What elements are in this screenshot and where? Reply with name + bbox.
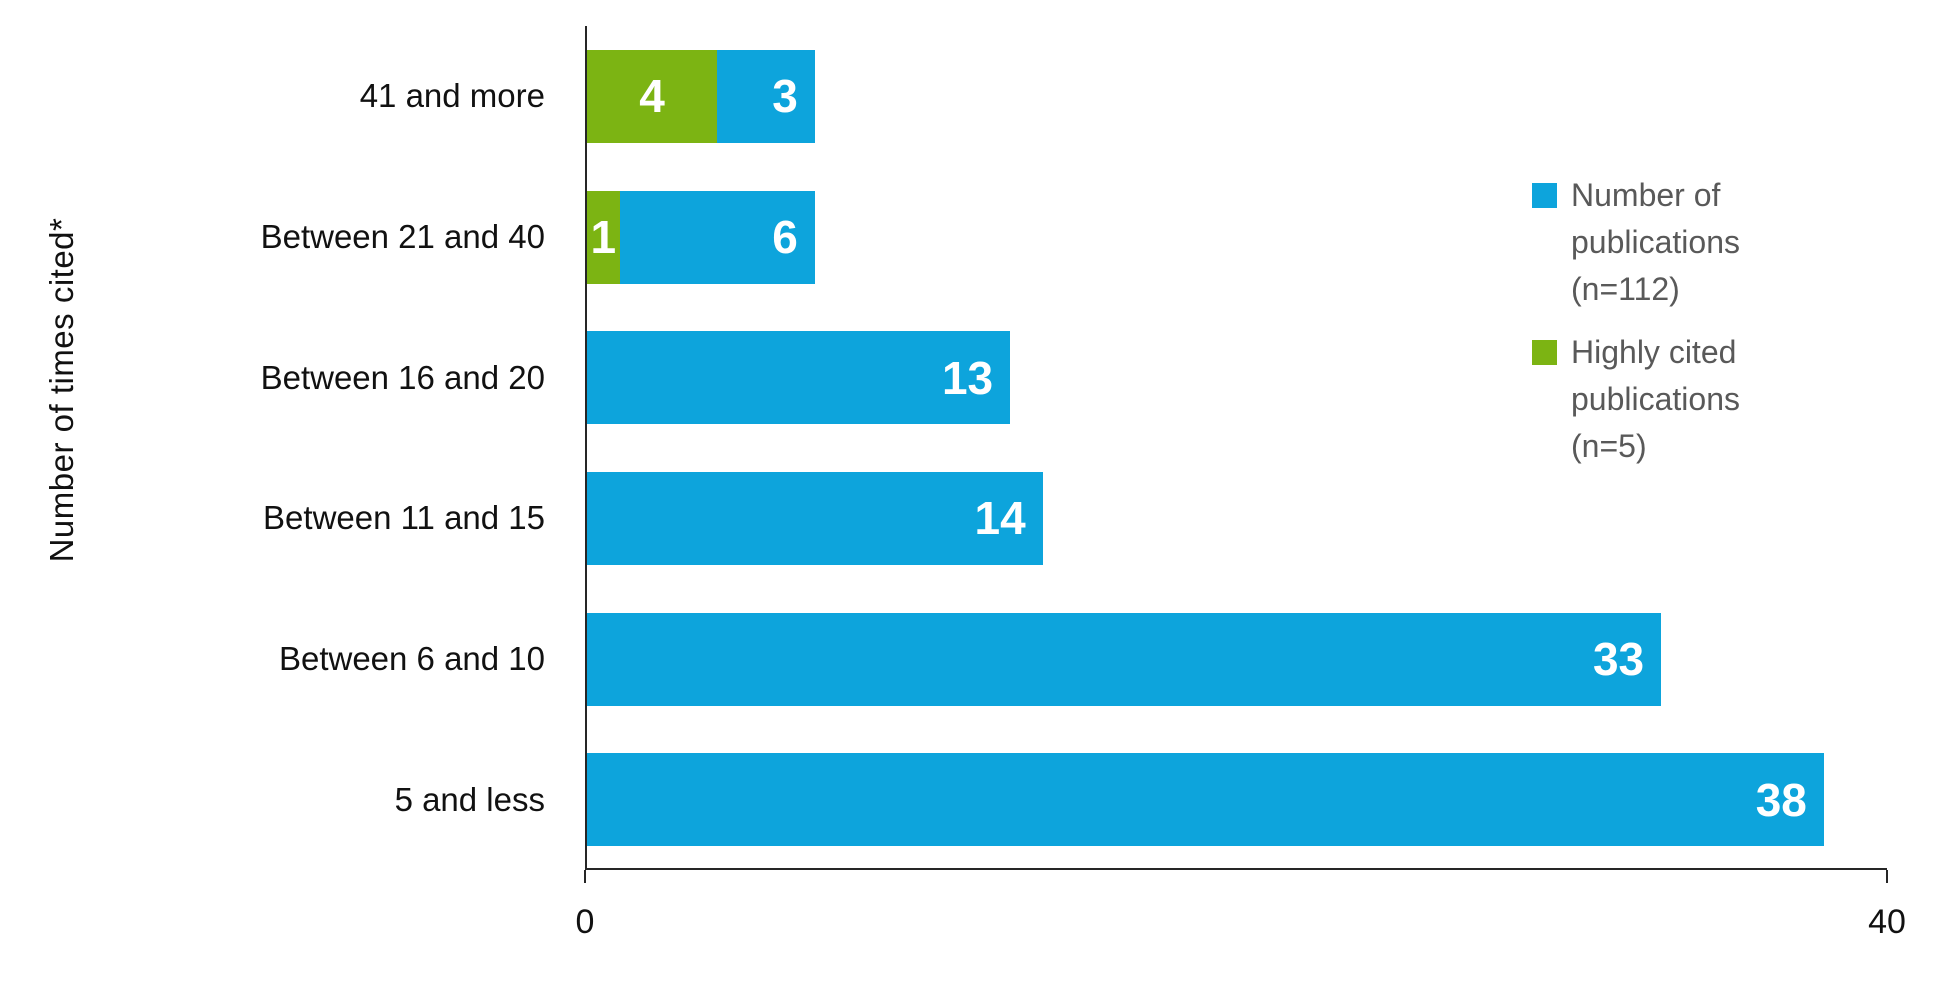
bar-value-label: 1 bbox=[590, 211, 617, 263]
category-label: Between 16 and 20 bbox=[260, 358, 545, 396]
bar-segment: 13 bbox=[587, 331, 1011, 425]
legend-swatch bbox=[1532, 183, 1557, 208]
category-label: 5 and less bbox=[394, 780, 545, 818]
bar-row: 33 bbox=[587, 612, 1662, 706]
category-label: Between 6 and 10 bbox=[278, 640, 545, 677]
bar-segment: 14 bbox=[587, 471, 1043, 565]
bar-value-label: 14 bbox=[974, 492, 1026, 545]
bar-value-label: 3 bbox=[772, 70, 798, 123]
category-label: 41 and more bbox=[359, 77, 545, 115]
x-axis-tick bbox=[584, 870, 586, 883]
legend: Number of publications (n=112) Highly cit… bbox=[1532, 172, 1812, 486]
bar-segment: 38 bbox=[587, 753, 1824, 847]
legend-entry: Highly cited publications (n=5) bbox=[1532, 329, 1812, 470]
bar-row: 14 bbox=[587, 471, 1043, 565]
plot-area: 4 3 1 6 13 14 33 38 bbox=[585, 26, 1887, 870]
bar-value-label: 33 bbox=[1592, 633, 1645, 685]
legend-label: Number of publications (n=112) bbox=[1571, 177, 1740, 307]
bar-value-label: 6 bbox=[772, 211, 798, 263]
bar-row: 38 bbox=[587, 753, 1824, 847]
bar-value-label: 38 bbox=[1755, 773, 1807, 826]
legend-entry: Number of publications (n=112) bbox=[1532, 172, 1812, 313]
bar-segment: 33 bbox=[587, 612, 1662, 706]
x-tick-label: 40 bbox=[1868, 903, 1906, 941]
bar-row: 13 bbox=[587, 331, 1011, 425]
bar-segment: 4 bbox=[587, 49, 718, 143]
legend-label: Highly cited publications (n=5) bbox=[1571, 334, 1740, 464]
category-label: Between 21 and 40 bbox=[260, 218, 545, 255]
bar-segment: 1 bbox=[587, 190, 620, 284]
bar-segment: 3 bbox=[717, 49, 815, 143]
bar-segment: 6 bbox=[619, 190, 815, 284]
y-axis-title: Number of times cited* bbox=[43, 217, 80, 563]
x-tick-label: 0 bbox=[575, 903, 595, 941]
category-label: Between 11 and 15 bbox=[263, 499, 545, 537]
bar-value-label: 4 bbox=[639, 70, 665, 123]
x-axis-tick bbox=[1886, 870, 1888, 883]
bar-value-label: 13 bbox=[941, 351, 994, 404]
legend-swatch bbox=[1532, 340, 1557, 365]
